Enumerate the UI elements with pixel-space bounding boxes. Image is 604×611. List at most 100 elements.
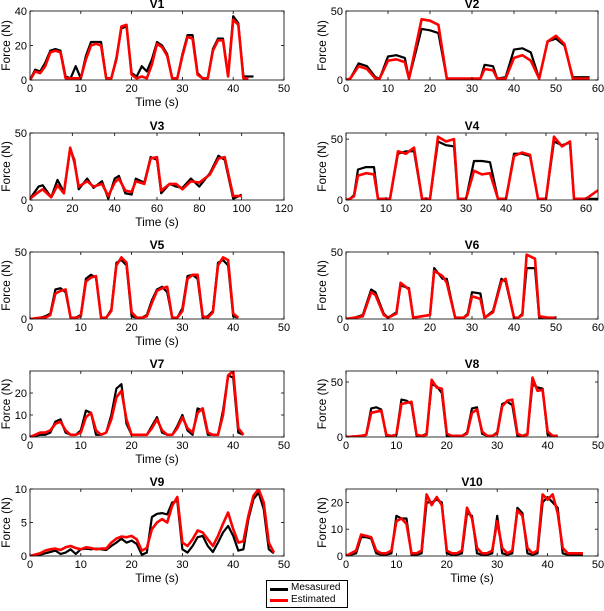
legend-label-estimated: Estimated	[291, 594, 336, 605]
y-axis-label: Force (N)	[315, 20, 329, 71]
axes-box	[345, 488, 599, 557]
chart-title: V8	[465, 357, 480, 371]
x-tick-label: 10	[380, 203, 392, 215]
y-tick-label: 50	[15, 128, 27, 140]
x-tick-label: 0	[343, 322, 349, 334]
estimated-line	[30, 489, 275, 556]
x-tick-label: 30	[176, 83, 188, 95]
x-tick-label: 30	[491, 440, 503, 452]
x-tick-label: 0	[343, 83, 349, 95]
x-tick-label: 10	[390, 559, 402, 571]
legend-swatch-measured	[270, 588, 288, 591]
x-tick-label: 40	[109, 203, 121, 215]
x-tick-label: 0	[343, 559, 349, 571]
y-tick-label: 20	[15, 388, 27, 400]
measured-line	[346, 140, 598, 200]
x-tick-label: 120	[275, 203, 293, 215]
chart-title: V9	[150, 475, 165, 489]
x-tick-label: 20	[125, 440, 137, 452]
x-axis-label: Time (s)	[135, 334, 179, 348]
x-tick-label: 10	[75, 322, 87, 334]
chart-panel-7: V7 Force (N) Time (s) 0 10 20 30 40 50 0 10 20	[0, 357, 290, 466]
y-tick-label: 0	[21, 195, 27, 207]
x-tick-label: 20	[441, 559, 453, 571]
x-tick-label: 20	[125, 83, 137, 95]
chart-panel-9: V9 Force (N) Time (s) 0 10 20 30 40 50 0 5 10	[0, 475, 290, 585]
x-tick-label: 30	[491, 559, 503, 571]
y-axis-label: Force (N)	[0, 20, 13, 71]
x-tick-label: 20	[420, 203, 432, 215]
x-tick-label: 30	[176, 559, 188, 571]
y-tick-label: 0	[21, 314, 27, 326]
x-tick-label: 40	[227, 559, 239, 571]
x-tick-label: 30	[176, 440, 188, 452]
y-tick-label: 50	[331, 6, 343, 18]
axes-box	[29, 370, 285, 438]
x-tick-label: 60	[592, 322, 604, 334]
x-tick-label: 40	[227, 83, 239, 95]
x-tick-label: 30	[460, 203, 472, 215]
y-tick-label: 50	[15, 247, 27, 259]
x-tick-label: 50	[278, 440, 290, 452]
chart-title: V4	[465, 119, 480, 133]
x-tick-label: 20	[441, 440, 453, 452]
chart-title: V6	[465, 238, 480, 252]
x-tick-label: 20	[424, 322, 436, 334]
x-axis-label: Time (s)	[450, 571, 494, 585]
estimated-line	[346, 17, 590, 80]
legend-swatch-estimated	[270, 599, 288, 602]
y-tick-label: 20	[331, 497, 343, 509]
x-tick-label: 50	[550, 322, 562, 334]
axes-box	[29, 251, 285, 320]
axes-box	[345, 370, 599, 438]
x-tick-label: 80	[193, 203, 205, 215]
x-tick-label: 50	[550, 83, 562, 95]
y-axis-label: Force (N)	[0, 379, 13, 430]
x-tick-label: 40	[227, 322, 239, 334]
x-tick-label: 30	[466, 322, 478, 334]
x-tick-label: 20	[424, 83, 436, 95]
x-tick-label: 0	[343, 440, 349, 452]
x-tick-label: 10	[75, 83, 87, 95]
x-tick-label: 60	[580, 203, 592, 215]
x-tick-label: 50	[278, 83, 290, 95]
y-axis-label: Force (N)	[315, 497, 329, 548]
legend-item-measured: Mesasured	[270, 582, 344, 595]
estimated-line	[30, 18, 249, 80]
y-tick-label: 0	[337, 432, 343, 444]
y-tick-label: 5	[21, 518, 27, 530]
x-tick-label: 40	[500, 203, 512, 215]
chart-panel-5: V5 Force (N) Time (s) 0 10 20 30 40 50 0 50	[0, 238, 290, 348]
x-tick-label: 20	[125, 322, 137, 334]
y-tick-label: 20	[15, 41, 27, 53]
y-axis-label: Force (N)	[315, 141, 329, 192]
chart-panel-2: V2 Force (N) 0 10 20 30 40 50 60 0 50	[315, 0, 604, 95]
y-axis-label: Force (N)	[0, 141, 13, 192]
x-tick-label: 0	[27, 83, 33, 95]
y-axis-label: Force (N)	[0, 260, 13, 311]
x-tick-label: 40	[508, 322, 520, 334]
y-tick-label: 0	[337, 75, 343, 87]
y-tick-label: 0	[21, 75, 27, 87]
y-tick-label: 10	[331, 524, 343, 536]
x-tick-label: 60	[151, 203, 163, 215]
y-axis-label: Force (N)	[0, 497, 13, 548]
x-tick-label: 60	[592, 83, 604, 95]
estimated-line	[346, 253, 556, 319]
y-tick-label: 50	[331, 134, 343, 146]
chart-title: V10	[461, 475, 483, 489]
chart-title: V2	[465, 0, 480, 11]
x-tick-label: 50	[278, 322, 290, 334]
y-tick-label: 0	[337, 551, 343, 563]
axes-box	[345, 251, 599, 320]
x-tick-label: 10	[75, 440, 87, 452]
y-tick-label: 0	[337, 314, 343, 326]
y-axis-label: Force (N)	[315, 379, 329, 430]
chart-panel-6: V6 Force (N) 0 10 20 30 40 50 60 0 50	[315, 238, 604, 334]
estimated-line	[346, 135, 598, 200]
x-tick-label: 30	[466, 83, 478, 95]
estimated-line	[30, 256, 240, 319]
x-tick-label: 40	[227, 440, 239, 452]
y-tick-label: 50	[331, 377, 343, 389]
legend: Mesasured Estimated	[266, 580, 348, 608]
